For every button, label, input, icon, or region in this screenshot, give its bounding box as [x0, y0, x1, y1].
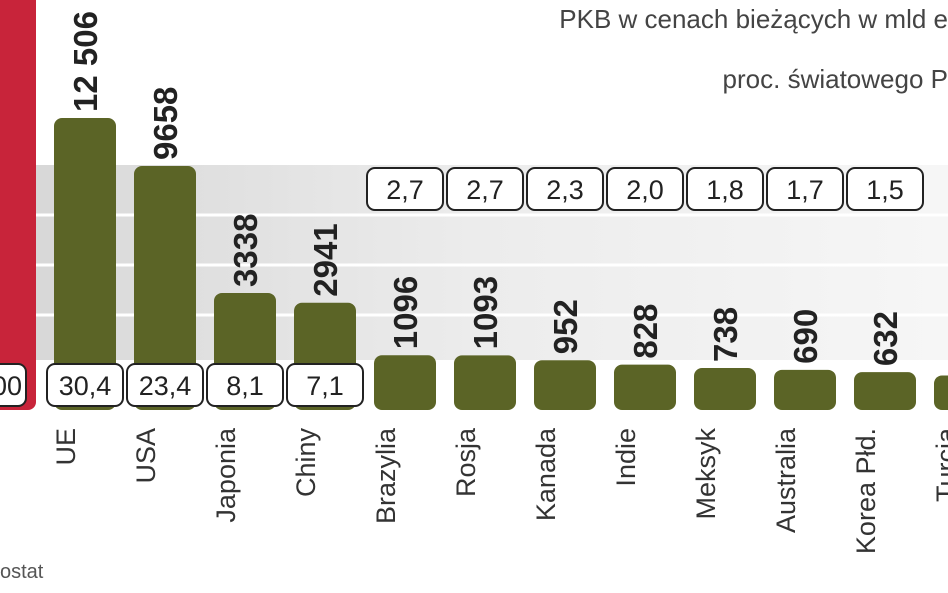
bar — [454, 355, 516, 410]
value-label: 12 506 — [67, 11, 104, 112]
chart-title: PKB w cenach bieżących w mld e — [559, 4, 948, 34]
bar — [694, 368, 756, 410]
share-label: 100 — [0, 371, 22, 401]
share-label: 1,8 — [706, 175, 744, 205]
bar — [54, 118, 116, 410]
x-tick-label: USA — [131, 428, 161, 484]
share-box — [606, 167, 684, 211]
x-tick-label: Japonia — [211, 427, 241, 523]
value-label: 632 — [867, 311, 904, 366]
share-label: 30,4 — [59, 371, 112, 401]
value-label: 952 — [547, 299, 584, 354]
share-label: 2,7 — [386, 175, 424, 205]
share-label: 8,1 — [226, 371, 264, 401]
share-box — [46, 363, 124, 407]
x-tick-label: Korea Płd. — [851, 428, 881, 554]
bar — [374, 355, 436, 410]
chart-subtitle: proc. światowego P — [723, 64, 948, 94]
value-label: 2941 — [307, 223, 344, 296]
value-label: 1093 — [467, 276, 504, 349]
share-box — [286, 363, 364, 407]
x-tick-label: Rosja — [451, 427, 481, 497]
value-label: 690 — [787, 309, 824, 364]
share-label: 7,1 — [306, 371, 344, 401]
share-box — [366, 167, 444, 211]
x-tick-label: Turcja — [931, 427, 948, 502]
bar — [0, 0, 36, 410]
x-tick-label: Meksyk — [691, 428, 721, 520]
share-box — [206, 363, 284, 407]
value-label: 828 — [627, 304, 664, 359]
bar — [854, 372, 916, 410]
x-tick-label: Brazylia — [371, 427, 401, 524]
x-tick-label: UE — [51, 428, 81, 466]
bar — [774, 369, 836, 410]
share-box — [446, 167, 524, 211]
share-box — [126, 363, 204, 407]
value-label: 3338 — [227, 214, 264, 287]
share-box — [686, 167, 764, 211]
bar — [534, 360, 596, 410]
share-label: 2,3 — [546, 175, 584, 205]
share-label: 23,4 — [139, 371, 192, 401]
value-label: 738 — [707, 307, 744, 362]
share-label: 2,7 — [466, 175, 504, 205]
share-box — [0, 363, 27, 407]
x-tick-label: Chiny — [291, 428, 321, 498]
bar — [614, 364, 676, 410]
x-tick-label: Kanada — [531, 427, 561, 521]
source: ostat — [0, 561, 44, 583]
share-box — [526, 167, 604, 211]
share-box — [766, 167, 844, 211]
x-tick-label: Indie — [611, 428, 641, 487]
share-box — [846, 167, 924, 211]
bar — [134, 166, 196, 410]
x-tick-label: Australia — [771, 427, 801, 533]
value-label: 1096 — [387, 276, 424, 349]
marks: 41 19312 506UE9658USA3338Japonia2941Chin… — [0, 0, 948, 554]
bar — [934, 375, 948, 410]
share-label: 1,7 — [786, 175, 824, 205]
share-label: 1,5 — [866, 175, 904, 205]
value-label: 9658 — [147, 87, 184, 160]
share-label: 2,0 — [626, 175, 664, 205]
